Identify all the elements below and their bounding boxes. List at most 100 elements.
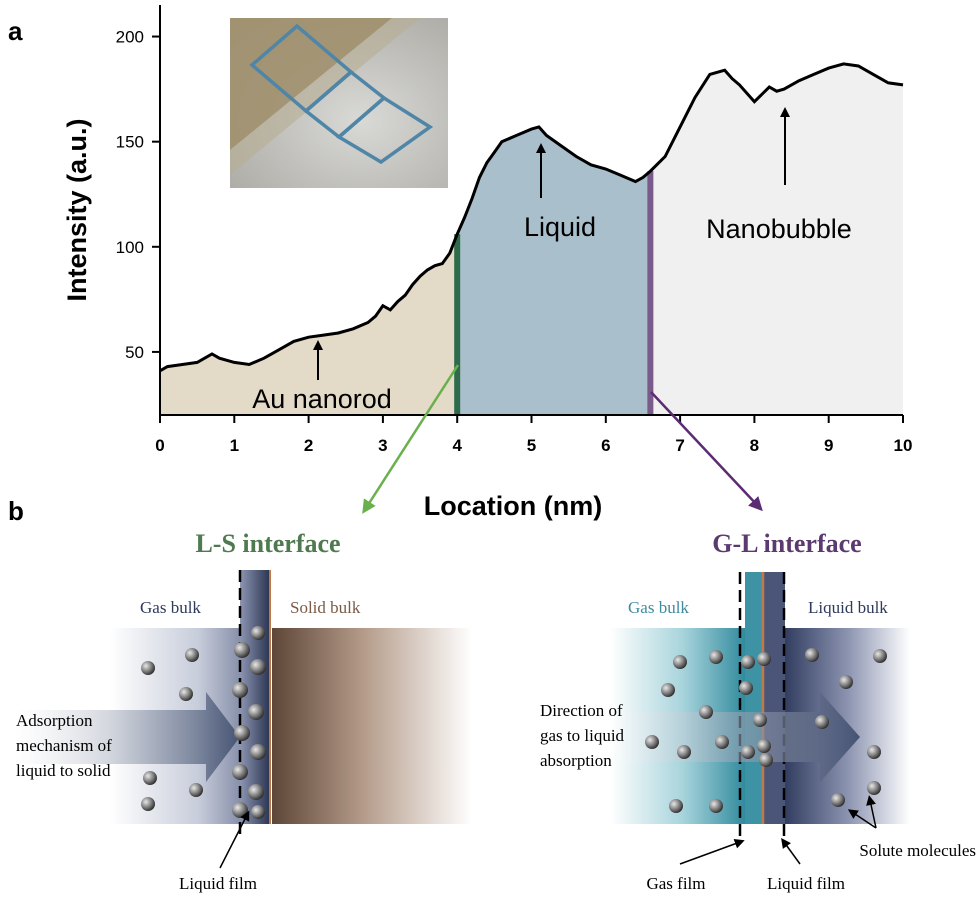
ls-solid-bulk-region (272, 628, 472, 824)
gl-solute-label: Solute molecules (859, 841, 976, 860)
x-tick-label: 0 (155, 436, 164, 455)
ls-interface-diagram: L-S interface Gas bulk Solid bulk Adsorp… (14, 529, 472, 893)
au-nanorod-label: Au nanorod (252, 384, 392, 414)
molecule-sphere (232, 802, 248, 818)
y-tick-label: 200 (116, 28, 144, 47)
molecule-sphere (831, 793, 845, 807)
x-tick-label: 6 (601, 436, 610, 455)
gl-gas-film-label: Gas film (646, 874, 705, 893)
gl-gas-film-region (745, 572, 763, 824)
molecule-sphere (248, 784, 264, 800)
inset-grid-boxes (249, 23, 434, 165)
x-tick-label: 5 (527, 436, 536, 455)
y-tick-label: 100 (116, 238, 144, 257)
gl-gas-film-pointer (679, 839, 745, 865)
molecule-sphere (709, 650, 723, 664)
molecule-sphere (741, 745, 755, 759)
molecule-sphere (759, 753, 773, 767)
gl-direction-line3: absorption (540, 751, 612, 770)
molecule-sphere (839, 675, 853, 689)
ls-direction-arrow (14, 692, 240, 782)
molecule-sphere (232, 764, 248, 780)
liquid-region-fill (457, 126, 651, 416)
molecule-sphere (141, 797, 155, 811)
interface-boundaries (454, 171, 654, 415)
molecule-sphere (251, 805, 265, 819)
molecule-sphere (143, 771, 157, 785)
molecule-sphere (248, 704, 264, 720)
molecule-sphere (757, 739, 771, 753)
molecule-sphere (873, 649, 887, 663)
tem-inset-image (230, 18, 448, 188)
intensity-profile-line (159, 62, 904, 373)
molecule-sphere (232, 682, 248, 698)
molecule-sphere (815, 715, 829, 729)
solute-pointer-2 (866, 795, 877, 829)
au-region-fill (160, 234, 458, 415)
gl-interface-diagram: G-L interface Gas bulk Liquid bulk Direc… (540, 529, 976, 893)
y-axis-label: Intensity (a.u.) (62, 118, 92, 301)
gl-liquid-film-pointer (781, 837, 801, 865)
panel-b-label: b (8, 496, 24, 526)
ls-connector-arrow (362, 364, 460, 514)
x-tick-label: 8 (750, 436, 759, 455)
molecule-sphere (669, 799, 683, 813)
ls-film-label: Liquid film (179, 874, 257, 893)
ls-solid-bulk-label: Solid bulk (290, 598, 361, 617)
gl-connector-arrow (650, 391, 763, 512)
molecule-sphere (757, 652, 771, 666)
panel-a-label: a (8, 16, 23, 46)
gl-title: G-L interface (712, 529, 861, 558)
molecule-sphere (250, 659, 266, 675)
ls-film-pointer (219, 810, 250, 869)
molecule-sphere (709, 799, 723, 813)
gl-liquid-film-label: Liquid film (767, 874, 845, 893)
molecule-sphere (677, 745, 691, 759)
y-tick-label: 150 (116, 133, 144, 152)
molecule-sphere (753, 713, 767, 727)
molecule-sphere (234, 642, 250, 658)
molecule-sphere (699, 705, 713, 719)
molecule-sphere (185, 648, 199, 662)
molecule-sphere (250, 744, 266, 760)
molecule-sphere (867, 781, 881, 795)
x-tick-label: 10 (894, 436, 913, 455)
molecule-sphere (179, 687, 193, 701)
gl-liquid-film-region (763, 572, 785, 824)
liquid-label: Liquid (524, 212, 596, 242)
molecule-sphere (251, 626, 265, 640)
gl-direction-line1: Direction of (540, 701, 623, 720)
ls-molecules (141, 626, 266, 819)
gl-direction-line2: gas to liquid (540, 726, 625, 745)
solute-pointer-1 (847, 809, 877, 829)
gl-gas-bulk-label: Gas bulk (628, 598, 689, 617)
x-tick-label: 3 (378, 436, 387, 455)
molecule-sphere (189, 783, 203, 797)
x-tick-label: 9 (824, 436, 833, 455)
molecule-sphere (234, 725, 250, 741)
x-axis-label: Location (nm) (424, 491, 602, 521)
ls-liquid-film-region (240, 570, 270, 824)
molecule-sphere (741, 655, 755, 669)
ls-gas-bulk-label: Gas bulk (140, 598, 201, 617)
x-axis-ticks: 0 1 2 3 4 5 6 7 8 9 10 (155, 415, 912, 455)
molecule-sphere (661, 683, 675, 697)
molecule-sphere (739, 681, 753, 695)
gl-liquid-bulk-label: Liquid bulk (808, 598, 888, 617)
ls-mechanism-line3: liquid to solid (16, 761, 111, 780)
ls-mechanism-line1: Adsorption (16, 711, 93, 730)
molecule-sphere (141, 661, 155, 675)
x-tick-label: 2 (304, 436, 313, 455)
x-tick-label: 1 (230, 436, 239, 455)
molecule-sphere (805, 648, 819, 662)
molecule-sphere (645, 735, 659, 749)
molecule-sphere (867, 745, 881, 759)
molecule-sphere (673, 655, 687, 669)
y-axis-ticks: 50 100 150 200 (116, 28, 160, 362)
molecule-sphere (715, 735, 729, 749)
ls-title: L-S interface (195, 529, 340, 558)
ls-mechanism-line2: mechanism of (16, 736, 112, 755)
gl-direction-arrow (612, 692, 860, 782)
x-tick-label: 4 (452, 436, 462, 455)
